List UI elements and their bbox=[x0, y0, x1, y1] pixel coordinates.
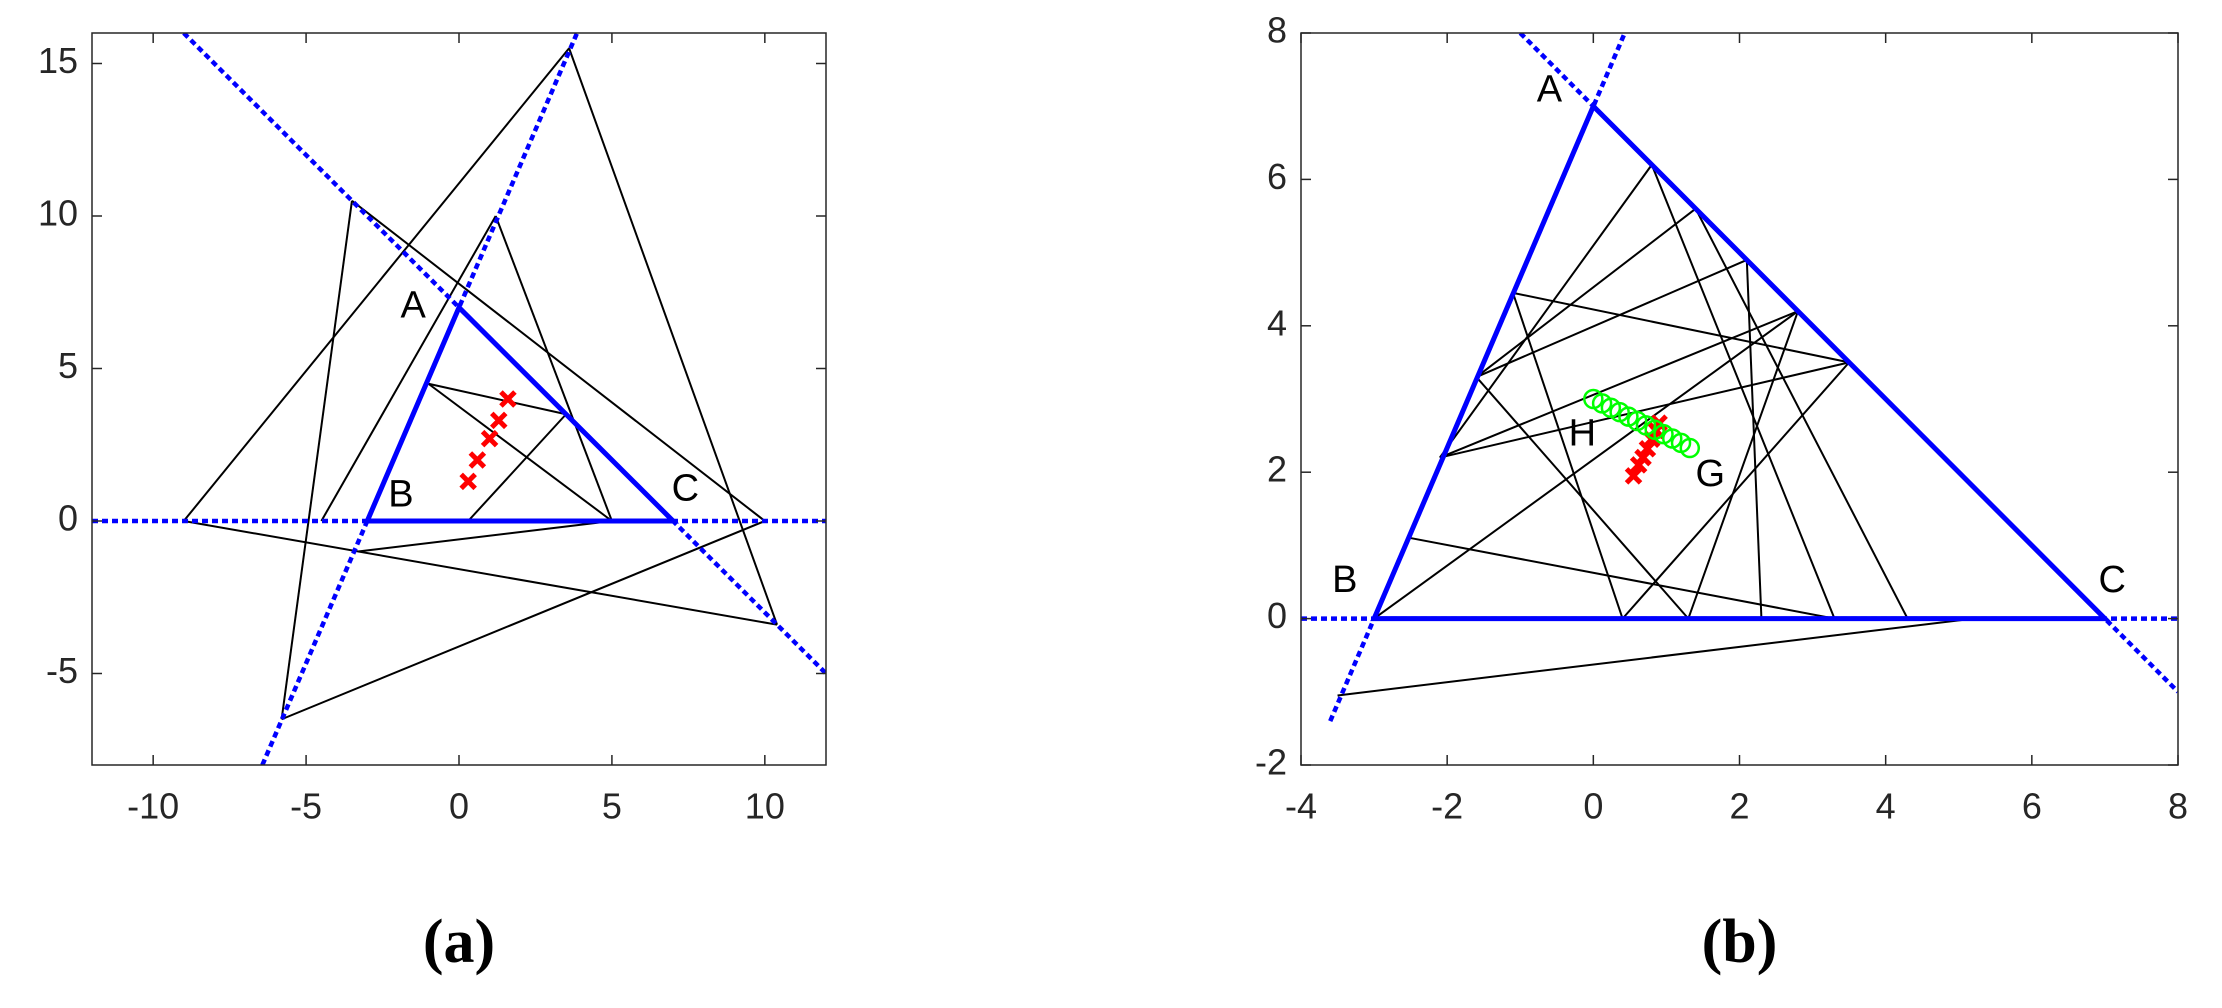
marker-x bbox=[459, 472, 477, 491]
point-label: C bbox=[672, 468, 699, 510]
segment bbox=[1694, 208, 1909, 620]
marker-circle bbox=[1679, 437, 1701, 459]
segment bbox=[320, 215, 497, 522]
x-tick-label: 4 bbox=[1876, 786, 1896, 827]
marker-x bbox=[1638, 440, 1657, 458]
segment bbox=[1687, 310, 1799, 619]
extended-line bbox=[260, 33, 580, 765]
x-tick-label: -10 bbox=[127, 786, 179, 827]
segment bbox=[1439, 361, 1850, 459]
segment bbox=[1621, 361, 1850, 620]
x-tick-label: 10 bbox=[745, 786, 785, 827]
segment bbox=[428, 382, 567, 416]
marker-x bbox=[499, 390, 517, 408]
y-tick-label: -5 bbox=[46, 650, 78, 691]
point-label: B bbox=[388, 474, 413, 516]
y-tick-label: 5 bbox=[58, 345, 78, 386]
caption: (b) bbox=[1702, 908, 1778, 976]
segment bbox=[1650, 164, 1836, 619]
segment bbox=[1475, 207, 1697, 378]
marker-x bbox=[1624, 467, 1643, 485]
marker-x bbox=[480, 429, 499, 448]
panel: A B C -10 -5 0 5 10 -5 0 5 10 15 (a) bbox=[38, 32, 827, 976]
segment bbox=[1337, 617, 1974, 697]
y-tick-label: 15 bbox=[38, 40, 78, 81]
segment bbox=[281, 520, 766, 721]
marker-x bbox=[468, 451, 487, 469]
x-tick-label: 6 bbox=[2022, 786, 2042, 827]
point-label: A bbox=[1537, 69, 1563, 111]
y-tick-label: 0 bbox=[58, 498, 78, 539]
segment bbox=[182, 47, 570, 522]
plot-area bbox=[1301, 33, 2178, 722]
x-tick-label: -4 bbox=[1285, 786, 1317, 827]
segment bbox=[467, 413, 567, 522]
segment bbox=[1475, 376, 1690, 620]
x-tick-label: 0 bbox=[449, 786, 469, 827]
y-tick-label: 10 bbox=[38, 193, 78, 234]
caption: (a) bbox=[423, 908, 495, 976]
x-tick-label: 8 bbox=[2168, 786, 2188, 827]
segment bbox=[1373, 310, 1799, 620]
y-tick-label: 4 bbox=[1267, 302, 1287, 343]
segment bbox=[1476, 259, 1748, 378]
triangle bbox=[1370, 101, 2111, 622]
x-tick-label: -2 bbox=[1431, 786, 1463, 827]
y-tick-label: 6 bbox=[1267, 156, 1287, 197]
y-tick-label: 8 bbox=[1267, 10, 1287, 51]
segment bbox=[568, 47, 779, 626]
y-tick-label: 0 bbox=[1267, 595, 1287, 636]
point-label: H bbox=[1569, 413, 1596, 455]
segment bbox=[1745, 259, 1763, 619]
point-label: A bbox=[400, 285, 426, 327]
axes-frame bbox=[91, 32, 827, 766]
segment bbox=[1439, 164, 1653, 459]
segment bbox=[1511, 292, 1624, 619]
marker-x bbox=[489, 411, 508, 430]
y-tick-label: -2 bbox=[1255, 742, 1287, 783]
point-label: C bbox=[2098, 559, 2125, 601]
segment bbox=[351, 199, 766, 522]
x-tick-label: 2 bbox=[1729, 786, 1749, 827]
segment bbox=[1410, 537, 1835, 620]
segment bbox=[357, 520, 613, 553]
x-tick-label: 5 bbox=[602, 786, 622, 827]
point-label: B bbox=[1332, 559, 1357, 601]
segment bbox=[494, 215, 613, 522]
plot-area bbox=[92, 33, 826, 765]
triangle bbox=[363, 303, 680, 524]
segment bbox=[280, 200, 353, 720]
y-tick-label: 2 bbox=[1267, 449, 1287, 490]
segment bbox=[1512, 291, 1850, 364]
segment bbox=[427, 382, 613, 522]
x-tick-label: -5 bbox=[290, 786, 322, 827]
segment bbox=[183, 520, 778, 626]
marker-x bbox=[1634, 448, 1652, 467]
segment bbox=[1439, 310, 1799, 459]
point-label: G bbox=[1695, 453, 1725, 495]
axes-frame bbox=[1300, 32, 2179, 766]
x-tick-label: 0 bbox=[1583, 786, 1603, 827]
